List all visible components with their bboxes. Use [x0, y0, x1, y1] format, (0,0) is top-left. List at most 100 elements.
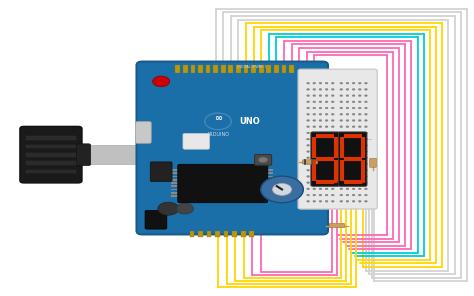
Circle shape — [307, 126, 310, 128]
Circle shape — [319, 107, 322, 109]
Text: ARDUINO: ARDUINO — [207, 132, 229, 137]
Bar — [244, 65, 248, 73]
Circle shape — [319, 144, 322, 146]
Circle shape — [307, 176, 310, 177]
Circle shape — [325, 107, 328, 109]
Circle shape — [325, 132, 328, 134]
Bar — [265, 189, 273, 190]
Circle shape — [340, 89, 343, 90]
Circle shape — [340, 151, 343, 152]
Circle shape — [358, 126, 361, 128]
Bar — [171, 182, 178, 184]
Circle shape — [346, 113, 349, 115]
Circle shape — [325, 120, 328, 121]
Circle shape — [319, 169, 322, 171]
Bar — [224, 231, 228, 237]
Circle shape — [346, 120, 349, 121]
Circle shape — [325, 182, 328, 184]
Circle shape — [307, 107, 310, 109]
Circle shape — [352, 188, 355, 190]
Circle shape — [313, 157, 316, 159]
Circle shape — [365, 126, 367, 128]
Circle shape — [158, 202, 179, 215]
FancyBboxPatch shape — [136, 122, 151, 143]
Circle shape — [340, 95, 343, 96]
Circle shape — [325, 200, 328, 202]
Circle shape — [340, 176, 343, 177]
Bar — [266, 65, 271, 73]
Circle shape — [307, 138, 310, 140]
Circle shape — [313, 113, 316, 115]
Circle shape — [365, 163, 367, 165]
FancyBboxPatch shape — [20, 126, 82, 183]
Bar — [215, 231, 220, 237]
Circle shape — [313, 132, 316, 134]
Circle shape — [307, 188, 310, 190]
Circle shape — [319, 138, 322, 140]
FancyBboxPatch shape — [183, 133, 210, 149]
Bar — [175, 65, 180, 73]
Circle shape — [319, 82, 322, 84]
Circle shape — [331, 107, 334, 109]
Bar — [171, 169, 178, 171]
FancyBboxPatch shape — [76, 144, 91, 165]
Circle shape — [331, 182, 334, 184]
Circle shape — [358, 113, 361, 115]
Circle shape — [340, 107, 343, 109]
Circle shape — [325, 194, 328, 196]
Bar — [26, 145, 76, 148]
Circle shape — [340, 132, 343, 134]
Circle shape — [331, 120, 334, 121]
Circle shape — [325, 176, 328, 177]
Circle shape — [340, 120, 343, 121]
Circle shape — [346, 188, 349, 190]
Circle shape — [346, 126, 349, 128]
Circle shape — [365, 151, 367, 152]
Circle shape — [340, 200, 343, 202]
Circle shape — [346, 169, 349, 171]
Circle shape — [307, 163, 310, 165]
Circle shape — [331, 188, 334, 190]
Text: ∞: ∞ — [214, 113, 222, 123]
Bar — [265, 172, 273, 174]
Circle shape — [358, 95, 361, 96]
Circle shape — [358, 144, 361, 146]
Circle shape — [319, 95, 322, 96]
Circle shape — [352, 176, 355, 177]
Circle shape — [352, 151, 355, 152]
Circle shape — [352, 113, 355, 115]
FancyBboxPatch shape — [255, 155, 272, 165]
Circle shape — [319, 176, 322, 177]
Circle shape — [352, 200, 355, 202]
Circle shape — [365, 194, 367, 196]
Circle shape — [313, 194, 316, 196]
Circle shape — [176, 203, 193, 214]
Circle shape — [313, 163, 316, 165]
Circle shape — [346, 163, 349, 165]
Circle shape — [358, 107, 361, 109]
Circle shape — [273, 184, 292, 195]
Circle shape — [313, 144, 316, 146]
Circle shape — [346, 200, 349, 202]
Bar — [26, 170, 76, 173]
Circle shape — [365, 132, 367, 134]
Circle shape — [313, 176, 316, 177]
Circle shape — [325, 82, 328, 84]
Bar — [198, 231, 203, 237]
Text: UNO: UNO — [239, 117, 260, 126]
Circle shape — [360, 180, 365, 183]
Circle shape — [319, 157, 322, 159]
Circle shape — [331, 157, 334, 159]
Circle shape — [325, 138, 328, 140]
Text: DIGITAL (PWM~): DIGITAL (PWM~) — [237, 65, 266, 69]
Circle shape — [331, 163, 334, 165]
Bar — [171, 179, 178, 181]
Circle shape — [346, 101, 349, 103]
FancyBboxPatch shape — [150, 162, 172, 181]
Circle shape — [358, 200, 361, 202]
Circle shape — [313, 182, 316, 184]
Bar — [265, 176, 273, 177]
Circle shape — [319, 200, 322, 202]
Bar — [26, 136, 76, 140]
Circle shape — [358, 188, 361, 190]
